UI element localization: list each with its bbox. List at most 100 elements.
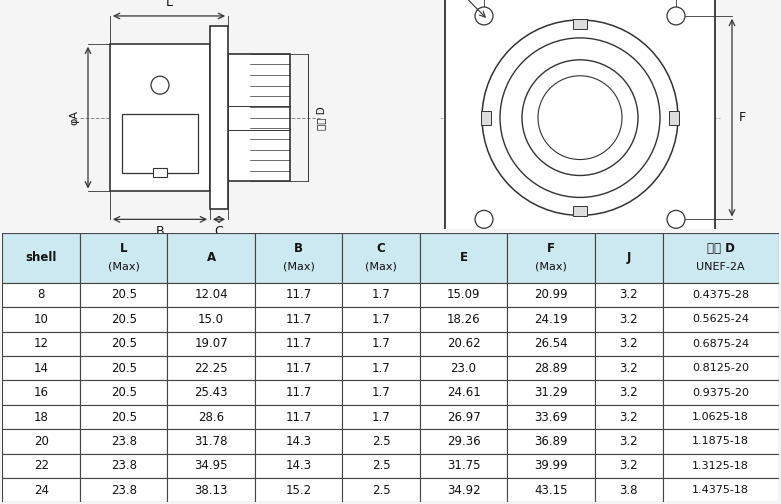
Bar: [507, 478, 594, 502]
Text: 15.09: 15.09: [447, 288, 480, 301]
Bar: [255, 356, 342, 381]
Text: 14.3: 14.3: [285, 459, 312, 472]
Text: 3.2: 3.2: [619, 411, 638, 423]
Bar: [342, 405, 420, 429]
Bar: [80, 307, 167, 332]
Text: φA: φA: [69, 110, 79, 125]
Text: (Max): (Max): [283, 262, 315, 272]
Bar: [2, 307, 80, 332]
Bar: [594, 307, 663, 332]
Circle shape: [500, 38, 660, 198]
Text: 36.89: 36.89: [534, 435, 568, 448]
Text: 25.43: 25.43: [194, 386, 228, 399]
Bar: [663, 454, 779, 478]
Text: 0.6875-24: 0.6875-24: [692, 339, 749, 349]
Bar: [420, 283, 507, 307]
Bar: [110, 44, 210, 192]
Text: 43.15: 43.15: [534, 484, 568, 497]
Text: 24: 24: [34, 484, 48, 497]
Bar: [594, 283, 663, 307]
Bar: [80, 283, 167, 307]
Text: 3.2: 3.2: [619, 288, 638, 301]
Bar: [80, 381, 167, 405]
Text: 14: 14: [34, 362, 48, 374]
Bar: [663, 429, 779, 454]
Bar: [507, 356, 594, 381]
Text: 2.5: 2.5: [372, 459, 390, 472]
Circle shape: [475, 210, 493, 228]
Text: 14.3: 14.3: [285, 435, 312, 448]
Text: 0.5625-24: 0.5625-24: [692, 314, 749, 325]
Text: 3.2: 3.2: [619, 386, 638, 399]
Text: 33.69: 33.69: [534, 411, 568, 423]
Text: 28.89: 28.89: [534, 362, 568, 374]
Text: 34.92: 34.92: [447, 484, 480, 497]
Bar: [80, 233, 167, 283]
Bar: [342, 307, 420, 332]
Bar: [507, 233, 594, 283]
Bar: [167, 233, 255, 283]
Text: 26.54: 26.54: [534, 337, 568, 350]
Circle shape: [538, 76, 622, 160]
Bar: [2, 332, 80, 356]
Bar: [420, 478, 507, 502]
Bar: [420, 405, 507, 429]
Bar: [167, 405, 255, 429]
Bar: [2, 454, 80, 478]
Circle shape: [151, 76, 169, 94]
Bar: [2, 429, 80, 454]
Bar: [342, 332, 420, 356]
Bar: [2, 405, 80, 429]
Text: E: E: [459, 251, 468, 264]
Bar: [507, 283, 594, 307]
Text: 22.25: 22.25: [194, 362, 228, 374]
Bar: [481, 111, 491, 124]
Bar: [663, 356, 779, 381]
Bar: [507, 332, 594, 356]
Bar: [167, 478, 255, 502]
Text: 26.97: 26.97: [447, 411, 480, 423]
Bar: [663, 233, 779, 283]
Text: 31.78: 31.78: [194, 435, 228, 448]
Text: 23.0: 23.0: [451, 362, 476, 374]
Text: F: F: [739, 111, 746, 124]
Bar: [342, 454, 420, 478]
Text: 1.7: 1.7: [372, 386, 390, 399]
Bar: [663, 405, 779, 429]
Text: 0.8125-20: 0.8125-20: [692, 363, 749, 373]
Bar: [2, 233, 80, 283]
Bar: [167, 332, 255, 356]
Text: 3.2: 3.2: [619, 459, 638, 472]
Text: 11.7: 11.7: [285, 288, 312, 301]
Bar: [255, 332, 342, 356]
Bar: [420, 307, 507, 332]
Text: 22: 22: [34, 459, 48, 472]
Bar: [342, 283, 420, 307]
Text: (Max): (Max): [108, 262, 140, 272]
Text: C: C: [376, 242, 385, 256]
Bar: [342, 233, 420, 283]
FancyBboxPatch shape: [445, 0, 715, 260]
Bar: [167, 381, 255, 405]
Text: (Max): (Max): [535, 262, 567, 272]
Text: B: B: [294, 242, 303, 256]
Bar: [255, 283, 342, 307]
Text: L: L: [166, 0, 173, 9]
Bar: [228, 54, 290, 181]
Bar: [342, 478, 420, 502]
Bar: [594, 332, 663, 356]
Text: 2.5: 2.5: [372, 435, 390, 448]
Bar: [167, 356, 255, 381]
Bar: [573, 19, 587, 29]
Text: 11.7: 11.7: [285, 362, 312, 374]
Text: 1.7: 1.7: [372, 362, 390, 374]
Text: 螺纹 D: 螺纹 D: [316, 106, 326, 130]
Text: 11.7: 11.7: [285, 337, 312, 350]
Bar: [507, 405, 594, 429]
Text: UNEF-2A: UNEF-2A: [697, 262, 745, 272]
Bar: [420, 381, 507, 405]
Text: 39.99: 39.99: [534, 459, 568, 472]
Bar: [80, 454, 167, 478]
Bar: [2, 381, 80, 405]
Bar: [573, 207, 587, 216]
